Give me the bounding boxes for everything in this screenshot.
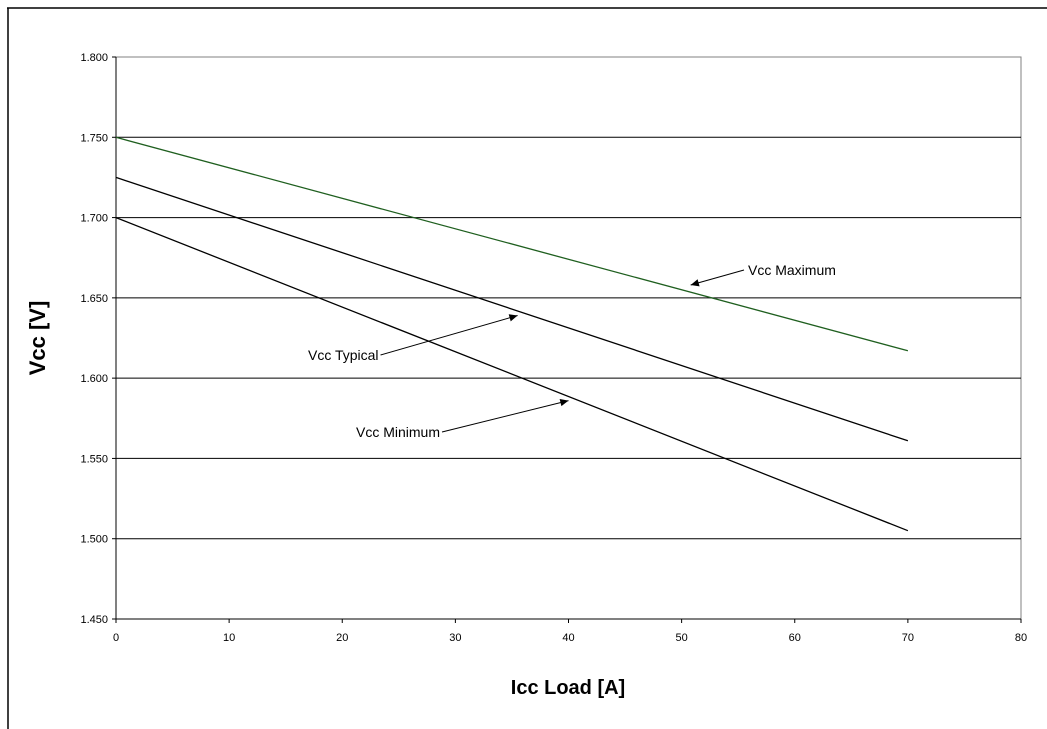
x-tick-label: 60 (789, 632, 801, 644)
x-tick-label: 30 (449, 632, 461, 644)
x-tick-label: 80 (1015, 632, 1027, 644)
grid-lines (116, 136, 1021, 540)
series-line-vcc-minimum (115, 216, 909, 532)
y-tick-label: 1.550 (80, 453, 108, 465)
annotation-arrowhead (508, 314, 518, 322)
annotation-label: Vcc Maximum (748, 262, 836, 278)
x-tick-label: 70 (902, 632, 914, 644)
y-axis-title: Vcc [V] (25, 301, 50, 376)
annotation-label: Vcc Typical (308, 347, 379, 363)
annotation-arrowhead (559, 399, 569, 407)
y-tick-label: 1.800 (80, 52, 108, 64)
annotation-label: Vcc Minimum (356, 424, 440, 440)
annotations: Vcc Maximum Vcc Typical Vcc Minimum (308, 262, 836, 440)
plot-area (115, 56, 1022, 620)
x-tick-label: 40 (562, 632, 574, 644)
y-tick-label: 1.700 (80, 213, 108, 225)
y-tick-label: 1.600 (80, 373, 108, 385)
series-lines (115, 136, 909, 532)
y-tick-label: 1.750 (80, 132, 108, 144)
x-axis-title: Icc Load [A] (511, 677, 625, 699)
x-tick-label: 10 (223, 632, 235, 644)
x-tick-label: 20 (336, 632, 348, 644)
x-tick-label: 50 (676, 632, 688, 644)
series-line-vcc-typical (115, 176, 909, 442)
y-tick-label: 1.650 (80, 293, 108, 305)
y-tick-label: 1.450 (80, 614, 108, 626)
annotation-leader-line (690, 269, 745, 286)
annotation-leader-line (441, 400, 569, 433)
axes: 1.450 1.500 1.550 1.600 1.650 1.700 1.750 1.800… (80, 52, 1027, 644)
series-line-vcc-maximum (115, 136, 909, 352)
x-tick-label: 0 (113, 632, 119, 644)
annotation-arrowhead (690, 279, 700, 287)
y-tick-label: 1.500 (80, 534, 108, 546)
annotation-leader-line (380, 315, 518, 356)
